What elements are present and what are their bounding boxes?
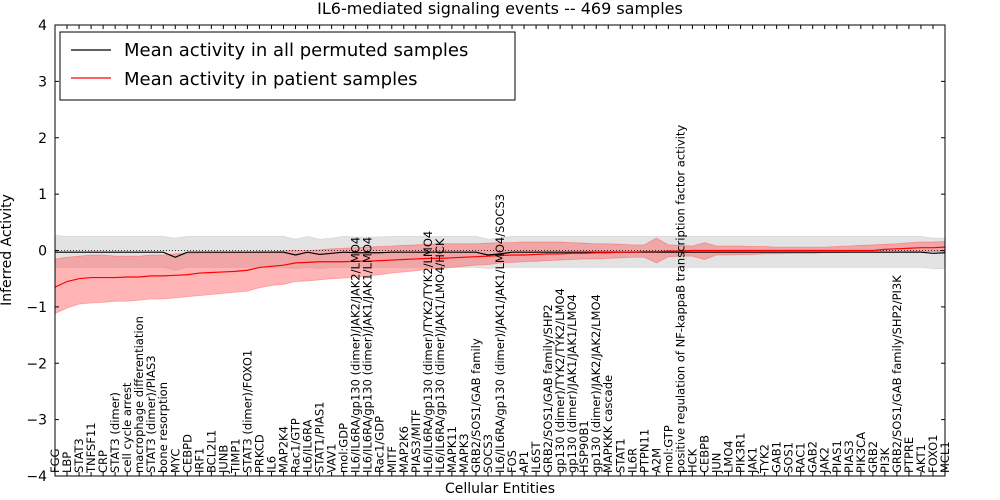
permuted-mean-line [55,251,946,258]
x-tick-label: PTPRE [902,437,916,473]
x-axis-ticks [54,25,946,476]
x-tick-label: TYK2 [758,444,772,474]
x-tick-label: IL6/IL6RA/gp130 (dimer)/TYK2/TYK2/LMO4 [421,231,435,473]
x-tick-label: IL6/IL6RA/gp130 (dimer)/JAK1/LMO4/HCK [433,238,447,473]
x-tick-label: gp130 (dimer)/JAK1/JAK1/LMO4 [565,294,579,473]
x-tick-label: MAPKKK cascade [601,375,615,473]
x-tick-label: GAB1 [770,441,784,473]
x-tick-label: IL6/IL6RA/gp130 (dimer)/JAK1/JAK1/LMO4 [361,237,375,473]
x-tick-label: AP1 [517,451,531,473]
x-tick-label: bone resorption [156,382,170,473]
y-tick-label: −1 [26,300,47,316]
x-tick-label: HCK [685,448,699,473]
x-tick-label: IL6/IL6RA [301,419,315,473]
y-tick-label: 3 [38,74,47,90]
x-tick-label: gp130 (dimer)/TYK2/TYK2/LMO4 [553,288,567,473]
x-tick-label: IL6/IL6RA/gp130 (dimer)/JAK1/JAK1/LMO4/S… [493,194,507,473]
x-tick-label: JAK2 [818,447,832,474]
x-tick-label: GRB2/SOS1/GAB family/SHP2/PI3K [890,275,904,473]
x-tick-label: FOXO1 [926,435,940,473]
x-tick-label: TIMP1 [228,438,242,474]
chart-title: IL6-mediated signaling events -- 469 sam… [317,0,683,18]
x-tick-label: LMO4 [722,440,736,473]
x-tick-label: PIAS1 [830,440,844,473]
y-tick-label: 0 [38,244,47,260]
y-tick-label: −3 [26,413,47,429]
x-tick-label: PIAS3 [842,440,856,473]
x-tick-label: Rac1/GDP [373,416,387,473]
x-tick-label: PIAS3/MITF [409,409,423,473]
x-tick-label: PIK3CA [854,432,868,473]
x-tick-label: TNFSF11 [84,422,98,474]
legend: Mean activity in all permuted samples Me… [59,31,516,101]
x-tick-label: MYC [168,449,182,473]
y-tick-label: 2 [38,131,47,147]
x-tick-label: AKT1 [914,444,928,473]
x-tick-label: STAT3 (dimer)/PIAS3 [144,355,158,473]
x-tick-label: MCL1 [938,441,952,473]
patient-mean-line [54,246,946,288]
x-tick-label: MAPK11 [445,426,459,473]
x-tick-label: HSP90B1 [577,420,591,473]
x-tick-label: SOS1 [782,442,796,473]
x-tick-label: IL6ST [529,441,543,473]
series-lines [54,246,946,288]
y-axis-ticks: −4 −3 −2 −1 0 1 2 3 4 [26,18,945,485]
x-tick-label: GRB2 [866,441,880,473]
x-tick-label: IL6R [625,448,639,473]
x-tick-label: FOS [505,450,519,473]
x-tick-label: IL6/IL6RA/gp130 (dimer)/JAK2/JAK2/LMO4 [349,237,363,473]
legend-label-patient: Mean activity in patient samples [124,69,418,90]
x-tick-label: STAT1/PIAS1 [313,402,327,473]
x-tick-label: JUNB [216,445,230,474]
y-tick-label: 4 [38,18,47,34]
x-tick-label: STAT3 (dimer)/FOXO1 [240,350,254,473]
x-tick-label: MAPK3 [457,433,471,473]
x-tick-label: PI3K [878,447,892,473]
x-tick-label: RAC1 [794,442,808,473]
x-tick-label: IL6 [264,456,278,473]
x-tick-label: BCL2L1 [204,430,218,473]
x-tick-label: MAP2K4 [277,426,291,473]
x-tick-label: GAB2 [806,441,820,473]
x-tick-label: Rac1/GTP [289,418,303,473]
x-axis-label: Cellular Entities [445,481,555,497]
x-tick-label: VAV1 [325,444,339,473]
x-tick-label: FGG [48,449,62,473]
x-tick-label: LBP [60,452,74,473]
x-tick-label: GRB2/SOS1/GAB family [469,338,483,473]
y-tick-label: −4 [26,469,47,485]
x-tick-label: positive regulation of NF-kappaB transcr… [673,125,687,473]
x-tick-label: CRP [96,450,110,473]
x-tick-label: mol:GDP [337,423,351,473]
x-tick-label: IRF1 [192,448,206,473]
legend-label-permuted: Mean activity in all permuted samples [124,40,468,61]
y-tick-label: 1 [38,187,47,203]
x-tick-label: mol:GTP [661,425,675,473]
x-tick-label: PRKCD [252,434,266,473]
x-tick-label: gp130 (dimer)/JAK2/JAK2/LMO4 [589,294,603,473]
x-tick-label: STAT3 [72,438,86,473]
x-tick-label: JAK1 [746,447,760,474]
legend-box [59,31,516,101]
x-tick-label: GRB2/SOS1/GAB family/SHP2 [541,304,555,473]
y-tick-label: −2 [26,356,47,372]
x-tick-label: macrophage differentiation [132,316,146,473]
x-tick-label: PIK3R1 [734,433,748,474]
x-tick-label: MITF [385,446,399,473]
x-tick-label: STAT3 (dimer) [108,392,122,473]
x-tick-label: CEBPB [697,435,711,473]
x-tick-label: PTPN11 [637,429,651,473]
y-axis-label: Inferred Activity [0,194,15,306]
x-tick-label: cell cycle arrest [120,382,134,473]
x-tick-label: STAT1 [613,438,627,473]
x-tick-label: CEBPD [180,434,194,473]
x-tick-label: A2M [649,448,663,473]
x-tick-label: JUN [709,453,723,474]
x-tick-label: SOCS3 [481,434,495,473]
x-tick-label: MAP2K6 [397,426,411,473]
